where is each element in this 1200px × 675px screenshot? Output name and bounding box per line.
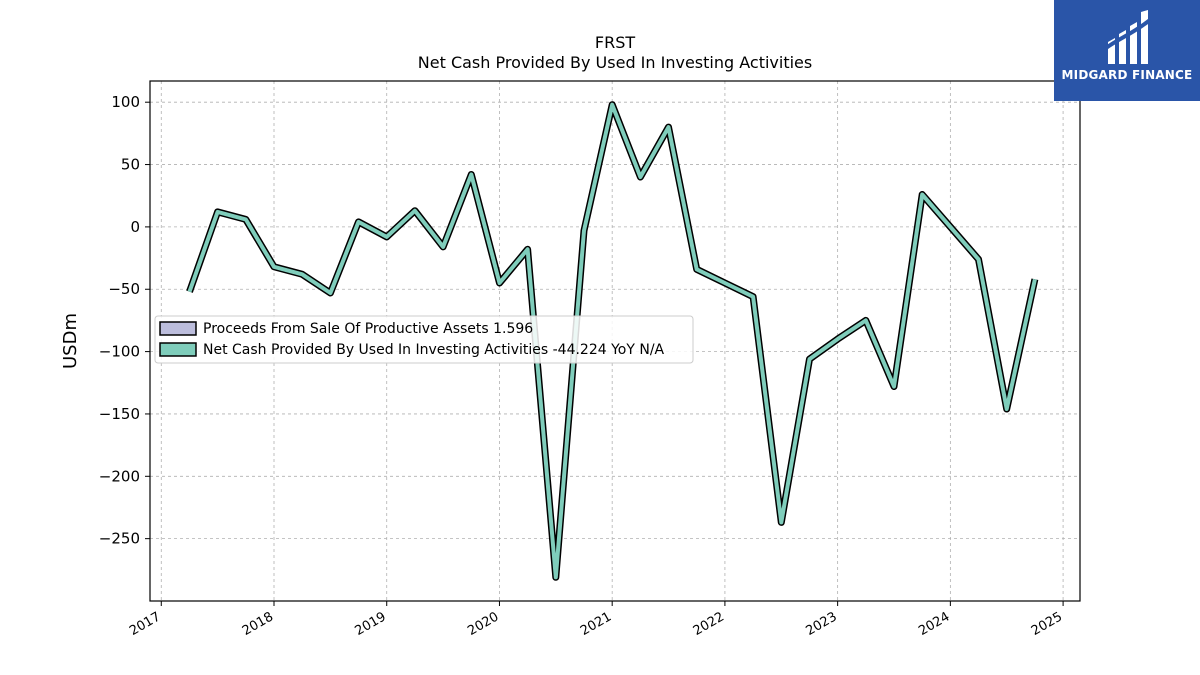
legend-swatch-investing — [159, 342, 197, 357]
x-tick-label: 2018 — [240, 609, 276, 639]
axes: 2017 2018 2019 2020 2021 2022 2023 2024 2025 100 5… — [99, 93, 1065, 639]
legend-label-investing: Net Cash Provided By Used In Investing A… — [203, 342, 665, 358]
x-tick-label: 2017 — [127, 609, 163, 639]
x-tick-label: 2021 — [578, 609, 614, 639]
y-tick-label: −150 — [99, 405, 140, 423]
brand-name: MIDGARD FINANCE — [1061, 68, 1193, 82]
y-tick-label: −200 — [99, 467, 140, 485]
logo-mark-icon — [1104, 10, 1152, 64]
x-tick-label: 2024 — [916, 609, 952, 639]
y-axis-label: USDm — [60, 313, 81, 369]
x-tick-label: 2025 — [1029, 609, 1065, 639]
y-tick-label: −250 — [99, 530, 140, 548]
y-tick-label: 0 — [130, 218, 140, 236]
legend: Proceeds From Sale Of Productive Assets … — [154, 315, 694, 364]
legend-swatch-proceeds — [159, 321, 197, 336]
series-layer — [186, 101, 1039, 581]
grid — [150, 81, 1080, 601]
legend-box — [154, 315, 694, 364]
x-tick-label: 2023 — [803, 609, 839, 639]
series-line — [187, 102, 1037, 580]
y-tick-label: −50 — [108, 280, 140, 298]
chart-subtitle: Net Cash Provided By Used In Investing A… — [418, 53, 812, 72]
chart-title: FRST — [595, 33, 635, 52]
brand-logo: MIDGARD FINANCE — [1054, 0, 1200, 101]
y-tick-label: 50 — [121, 156, 140, 174]
x-tick-label: 2022 — [691, 609, 727, 639]
x-tick-label: 2020 — [465, 609, 501, 639]
y-tick-label: −100 — [99, 343, 140, 361]
plot-frame — [149, 80, 1081, 602]
x-tick-label: 2019 — [353, 609, 389, 639]
y-tick-label: 100 — [111, 93, 140, 111]
legend-label-proceeds: Proceeds From Sale Of Productive Assets … — [203, 321, 533, 337]
